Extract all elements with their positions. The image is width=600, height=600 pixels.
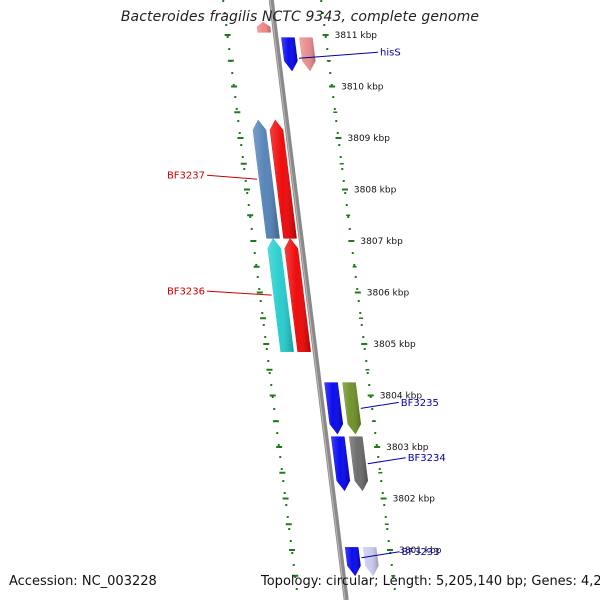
gene-label-text[interactable]: BF3236 <box>167 287 205 298</box>
gene-feature-f10[interactable] <box>331 436 351 492</box>
scale-tick-label: 3808 kbp <box>354 186 397 196</box>
scale-tick-label: 3809 kbp <box>348 134 391 144</box>
topology-value: circular <box>325 574 375 589</box>
scale-tick-label: 3802 kbp <box>393 495 436 505</box>
gene-label-hisS[interactable]: hisS <box>298 48 401 59</box>
gene-feature-f02[interactable] <box>281 37 298 72</box>
footer-accession: Accession: NC_003228 <box>9 574 157 589</box>
genes-value: 4,276 <box>580 574 600 589</box>
gene-arrow-shading <box>253 120 280 239</box>
scale-tick-label: 3805 kbp <box>373 340 416 350</box>
gene-label-BF3236[interactable]: BF3236 <box>167 287 272 298</box>
length-label: Length: <box>382 574 432 589</box>
gene-label-leader <box>360 401 399 409</box>
gene-arrow-shading <box>363 547 379 576</box>
left-guide-line <box>222 0 298 590</box>
genome-backbone-highlight <box>269 0 346 600</box>
scale-tick-label: 3801 kbp <box>399 546 442 556</box>
gene-feature-f07[interactable] <box>284 237 311 352</box>
length-value: 5,205,140 bp <box>436 574 523 589</box>
scale-tick-label: 3803 kbp <box>386 443 429 453</box>
gene-arrow-shading <box>267 238 294 352</box>
gene-arrow-shading <box>324 382 343 435</box>
footer-stats: Topology: circular; Length: 5,205,140 bp… <box>261 574 600 589</box>
gene-arrow-shading <box>345 547 361 576</box>
genome-backbone <box>268 0 349 600</box>
gene-arrow-shading <box>284 238 311 352</box>
gene-label-text[interactable]: hisS <box>380 48 401 59</box>
footer-separator: ; <box>522 574 528 589</box>
feature-layer <box>252 21 379 577</box>
gene-label-BF3234[interactable]: BF3234 <box>367 453 446 465</box>
gene-arrow-shading <box>342 382 361 435</box>
gene-label-BF3237[interactable]: BF3237 <box>167 171 258 182</box>
accession-value[interactable]: NC_003228 <box>81 574 157 589</box>
map-title: Bacteroides fragilis NCTC 9343, complete… <box>120 9 480 25</box>
scale-tick-label: 3811 kbp <box>335 31 378 41</box>
gene-label-leader <box>206 174 258 180</box>
gene-label-leader <box>298 51 379 59</box>
gene-label-text[interactable]: BF3234 <box>408 453 446 464</box>
gene-feature-f12[interactable] <box>344 547 361 577</box>
gene-label-leader <box>206 290 272 296</box>
gene-arrow-shading <box>331 436 350 491</box>
gene-feature-f13[interactable] <box>362 547 379 577</box>
gene-arrow-shading <box>349 436 368 491</box>
scale-tick-label: 3810 kbp <box>341 83 384 93</box>
scale-tick-label: 3804 kbp <box>380 392 423 402</box>
right-guide-line <box>320 0 396 590</box>
accession-label: Accession: <box>9 574 78 589</box>
gene-arrow-shading <box>257 22 271 33</box>
gene-feature-f06[interactable] <box>267 237 294 352</box>
scale-tick-label: 3807 kbp <box>360 237 403 247</box>
footer-separator: ; <box>374 574 379 589</box>
gene-arrow-shading <box>299 37 316 71</box>
gene-arrow-shading <box>281 37 298 71</box>
gene-label-BF3233[interactable]: BF3233 <box>361 547 440 559</box>
gene-label-text[interactable]: BF3237 <box>167 171 205 182</box>
ruler-layer: 3811 kbp 3810 kbp 3809 kbp 3808 kbp 3807 kbp… <box>222 0 442 590</box>
gene-feature-f01[interactable] <box>256 21 272 33</box>
gene-arrow-shading <box>270 120 297 239</box>
gene-label-BF3235[interactable]: BF3235 <box>360 398 439 409</box>
gene-feature-f03[interactable] <box>299 37 316 72</box>
gene-feature-f08[interactable] <box>324 382 344 435</box>
gene-label-text[interactable]: BF3235 <box>401 398 439 409</box>
gene-label-leader <box>361 551 400 559</box>
gene-feature-f09[interactable] <box>342 382 362 435</box>
label-layer: hisS BF3237 BF3236 BF3235 BF3234 BF3233 <box>167 48 446 559</box>
scale-tick-label: 3806 kbp <box>367 289 410 299</box>
gene-label-leader <box>367 457 406 465</box>
topology-label: Topology: <box>261 574 322 589</box>
backbone-layer <box>268 0 349 600</box>
genes-label: Genes: <box>531 574 577 589</box>
gene-feature-f11[interactable] <box>349 436 369 492</box>
gene-label-text[interactable]: BF3233 <box>402 547 440 558</box>
